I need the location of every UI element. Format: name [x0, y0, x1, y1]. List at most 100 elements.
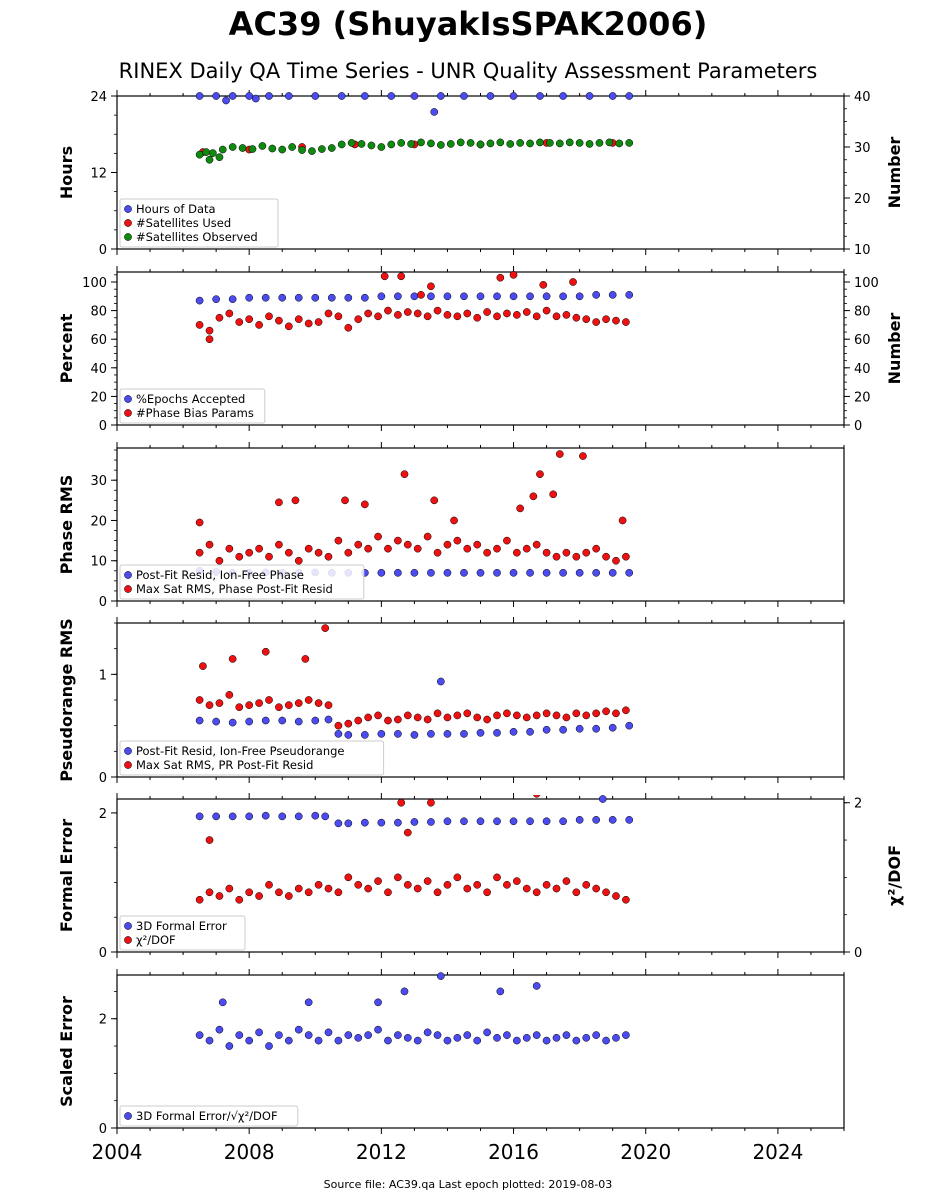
data-point — [268, 144, 277, 153]
data-point — [555, 450, 564, 458]
data-point — [374, 711, 382, 720]
data-point — [413, 1036, 422, 1045]
data-point — [225, 691, 234, 699]
data-point — [245, 812, 254, 821]
data-point — [360, 92, 369, 100]
data-point — [374, 877, 382, 885]
data-point — [503, 536, 511, 545]
data-point — [496, 273, 505, 282]
data-point — [212, 295, 220, 304]
data-point — [360, 293, 369, 302]
data-point — [278, 293, 287, 302]
data-point — [532, 1031, 541, 1039]
data-point — [354, 540, 363, 549]
data-point — [195, 518, 204, 527]
data-point — [334, 536, 343, 545]
legend-label: #Phase Bias Params — [136, 406, 254, 420]
data-point — [311, 92, 320, 100]
legend: Hours of Data#Satellites Used#Satellites… — [119, 198, 279, 248]
data-point — [387, 92, 396, 100]
data-point — [255, 892, 263, 900]
data-point — [443, 817, 452, 826]
data-point — [592, 318, 601, 326]
y-tick-label-right: 20 — [854, 192, 871, 207]
data-point — [572, 552, 581, 561]
legend-box — [119, 198, 279, 248]
legend-marker — [124, 585, 132, 593]
data-point — [304, 319, 313, 328]
data-point — [304, 1031, 313, 1039]
data-point — [562, 548, 571, 557]
data-point — [225, 309, 234, 318]
data-point — [205, 540, 214, 549]
legend-marker — [124, 409, 132, 417]
data-point — [294, 556, 303, 565]
data-point — [284, 548, 293, 557]
x-ticks — [116, 617, 845, 783]
data-point — [397, 272, 406, 281]
data-point — [255, 544, 263, 553]
data-point — [228, 718, 237, 727]
data-point — [618, 516, 627, 525]
data-point — [513, 877, 521, 885]
data-point — [195, 321, 204, 329]
x-ticks — [116, 442, 845, 607]
data-point — [195, 716, 204, 725]
panel-2: 0 20 40 60 80 100 0 20 40 60 80 100 Percent Number %Ep… — [57, 266, 904, 434]
data-point — [384, 306, 392, 315]
data-point — [397, 798, 406, 807]
data-point — [228, 655, 237, 663]
data-point — [562, 311, 571, 319]
y-tick-label-right: 80 — [854, 305, 871, 320]
data-point — [509, 292, 518, 301]
series-red — [195, 271, 630, 344]
data-point — [417, 138, 425, 147]
data-point — [598, 795, 607, 803]
legend-marker — [124, 219, 132, 227]
data-point — [344, 548, 353, 557]
legend-marker — [124, 205, 132, 213]
data-point — [608, 723, 617, 732]
data-point — [532, 312, 541, 321]
data-point — [559, 92, 567, 100]
data-points — [195, 92, 634, 164]
data-point — [625, 139, 634, 147]
data-point — [536, 138, 544, 147]
data-point — [278, 145, 287, 154]
data-point — [592, 709, 601, 718]
data-point — [526, 139, 534, 148]
data-point — [364, 1031, 372, 1039]
data-point — [532, 711, 541, 720]
data-point — [360, 818, 369, 827]
x-tick-label: 2008 — [224, 1140, 275, 1164]
data-point — [622, 706, 630, 715]
data-point — [427, 818, 435, 826]
data-point — [559, 817, 567, 826]
data-point — [255, 1028, 263, 1037]
data-point — [602, 1036, 610, 1045]
data-point — [433, 888, 442, 897]
data-point — [559, 568, 567, 577]
data-point — [483, 888, 491, 897]
data-point — [407, 140, 415, 148]
data-point — [367, 141, 376, 150]
data-point — [364, 884, 372, 893]
data-point — [536, 470, 544, 479]
data-point — [612, 892, 620, 900]
y-axis-title-right: Number — [885, 313, 904, 385]
data-point — [318, 145, 326, 153]
data-point — [572, 313, 581, 322]
y-tick-label-right: 2 — [854, 797, 862, 812]
data-point — [602, 315, 610, 324]
data-point — [344, 819, 353, 828]
data-point — [294, 812, 303, 821]
y-tick-label: 10 — [90, 555, 107, 570]
data-point — [205, 1036, 214, 1045]
data-point — [235, 1031, 244, 1039]
data-point — [562, 877, 571, 885]
y-axis-left: 0 10 20 30 — [90, 449, 117, 610]
data-point — [344, 719, 353, 728]
data-point — [423, 715, 432, 724]
data-point — [215, 153, 224, 162]
